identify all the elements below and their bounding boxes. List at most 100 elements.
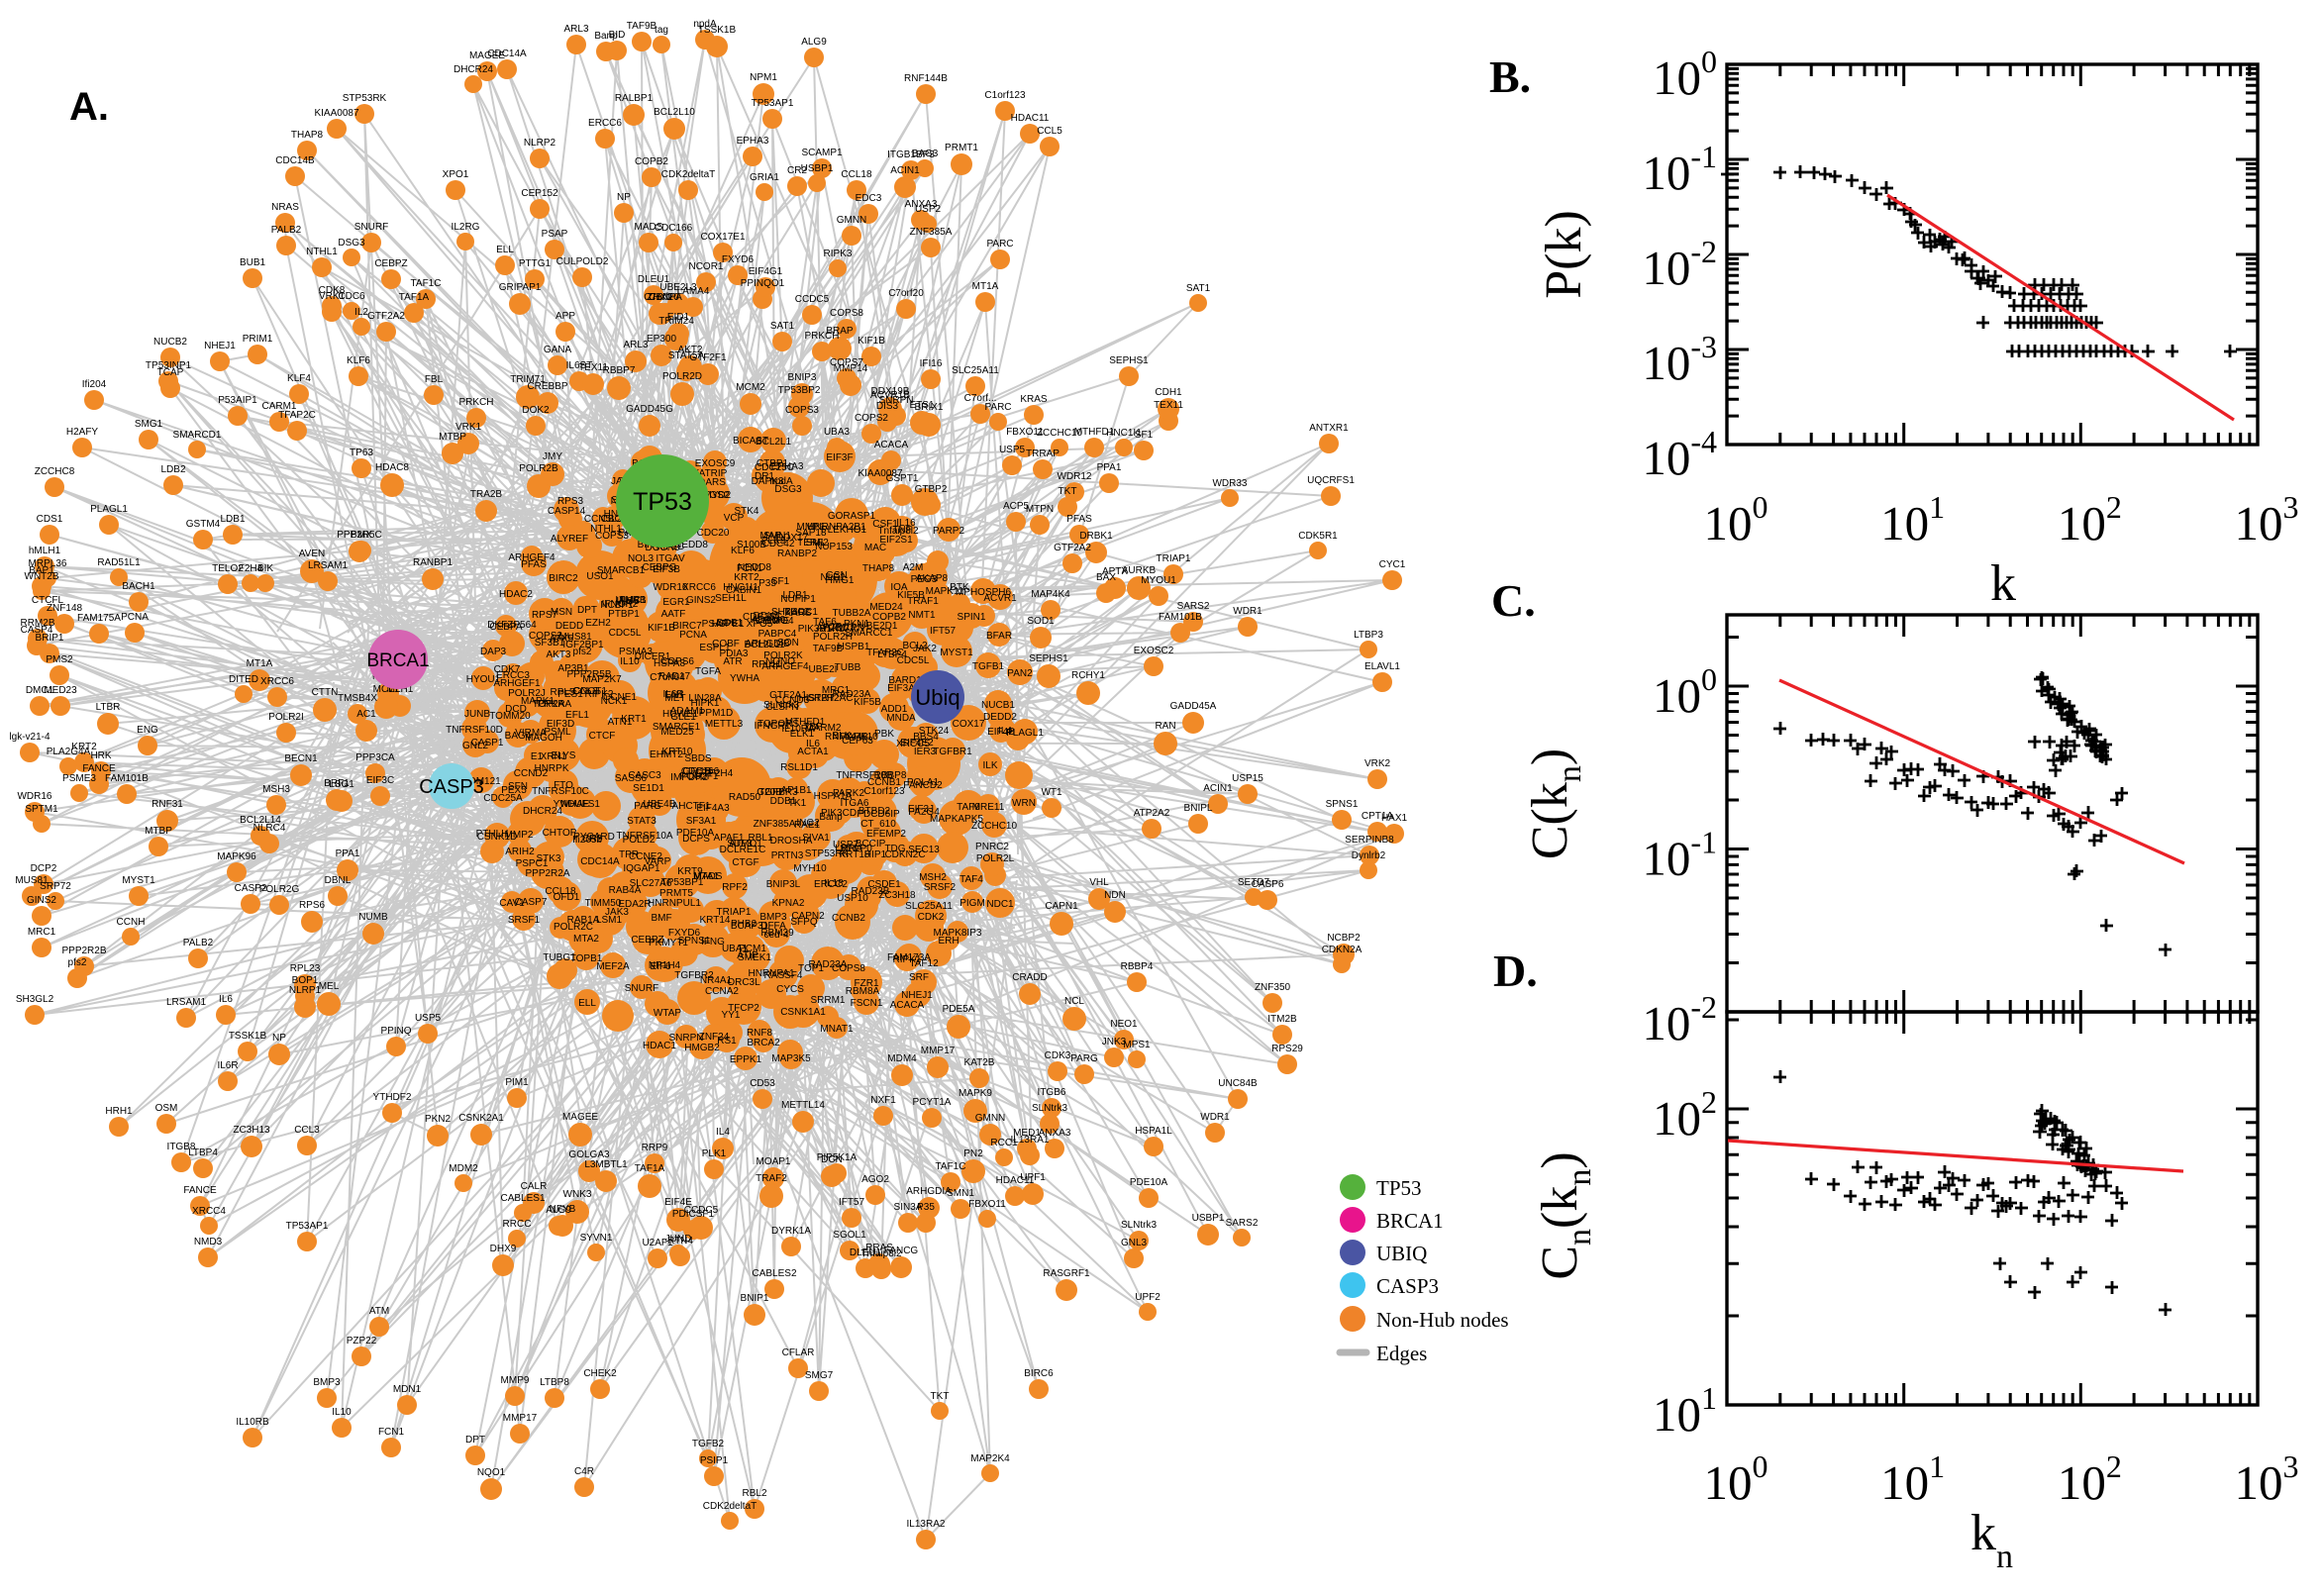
svg-text:BMX: BMX xyxy=(351,530,372,541)
svg-text:MTA2: MTA2 xyxy=(573,934,599,945)
svg-text:NLE1: NLE1 xyxy=(820,572,845,583)
svg-text:SRP72: SRP72 xyxy=(40,881,71,892)
svg-text:ALG9: ALG9 xyxy=(546,1205,571,1216)
svg-text:CARM1: CARM1 xyxy=(261,401,296,412)
svg-text:CASP3: CASP3 xyxy=(419,776,484,798)
svg-text:ELL: ELL xyxy=(578,998,596,1009)
svg-text:BNIP3L: BNIP3L xyxy=(766,879,801,890)
svg-text:IFT57: IFT57 xyxy=(930,626,957,637)
svg-text:PFAS: PFAS xyxy=(521,559,547,570)
svg-text:KRT9: KRT9 xyxy=(677,866,703,877)
svg-text:IQGAP1: IQGAP1 xyxy=(623,863,660,874)
svg-text:ATM: ATM xyxy=(369,1306,389,1317)
svg-text:USP5: USP5 xyxy=(415,1013,442,1024)
svg-text:NP: NP xyxy=(272,1033,286,1044)
svg-text:RBBP8: RBBP8 xyxy=(874,770,907,781)
svg-text:TRIAP1: TRIAP1 xyxy=(1156,553,1190,564)
svg-text:CEBPA: CEBPA xyxy=(489,622,522,633)
svg-text:TRIM24: TRIM24 xyxy=(658,316,694,327)
svg-text:POLR2L: POLR2L xyxy=(976,853,1015,864)
svg-text:FXYD6: FXYD6 xyxy=(668,928,701,939)
svg-text:Tnfaip8l2: Tnfaip8l2 xyxy=(860,1248,902,1259)
svg-text:PDE5A: PDE5A xyxy=(943,1004,975,1015)
svg-text:IFNGR2: IFNGR2 xyxy=(602,599,639,610)
svg-text:DYRK1A: DYRK1A xyxy=(771,1226,811,1237)
svg-text:XRCC6: XRCC6 xyxy=(260,676,294,687)
svg-text:C1orf123: C1orf123 xyxy=(984,90,1026,101)
svg-text:GTF2F1: GTF2F1 xyxy=(689,352,727,363)
svg-text:ZHX1: ZHX1 xyxy=(647,292,672,303)
svg-text:ACVR1B: ACVR1B xyxy=(870,390,910,401)
svg-text:KRT14: KRT14 xyxy=(700,915,731,926)
svg-text:POLR2J: POLR2J xyxy=(508,688,546,699)
svg-text:ARHGDIB: ARHGDIB xyxy=(745,639,790,649)
svg-text:SNURF: SNURF xyxy=(625,983,658,994)
svg-text:TOMM20: TOMM20 xyxy=(489,711,531,722)
svg-text:BCL2L1: BCL2L1 xyxy=(756,437,792,448)
svg-text:BTK: BTK xyxy=(950,582,969,593)
svg-text:TP53: TP53 xyxy=(633,488,692,516)
svg-text:EDA2R: EDA2R xyxy=(618,899,651,910)
svg-text:ELYS: ELYS xyxy=(552,750,576,761)
svg-text:COPS2: COPS2 xyxy=(855,413,888,424)
svg-text:SMEK1: SMEK1 xyxy=(738,952,771,963)
svg-text:RAD23A: RAD23A xyxy=(809,959,848,970)
svg-text:SUMO1: SUMO1 xyxy=(727,839,762,849)
svg-text:SMARCD1: SMARCD1 xyxy=(173,430,222,441)
svg-text:ACVR1: ACVR1 xyxy=(983,593,1017,604)
svg-text:CLSPN: CLSPN xyxy=(765,702,798,713)
svg-text:EIF2S1: EIF2S1 xyxy=(879,535,913,546)
svg-text:ZNF24: ZNF24 xyxy=(699,1032,730,1043)
svg-text:GMNN: GMNN xyxy=(975,1113,1006,1124)
svg-text:CR2: CR2 xyxy=(787,165,807,176)
svg-text:IFNG: IFNG xyxy=(701,937,725,948)
svg-text:RRAS: RRAS xyxy=(865,1243,893,1253)
svg-text:PIGM: PIGM xyxy=(960,898,985,909)
svg-text:PPM1D: PPM1D xyxy=(699,708,733,719)
svg-text:PSIP1: PSIP1 xyxy=(700,1455,729,1466)
svg-text:STAT5A: STAT5A xyxy=(668,350,705,361)
svg-text:MYOU1: MYOU1 xyxy=(1141,575,1176,586)
svg-text:EXOSC9: EXOSC9 xyxy=(695,458,736,469)
svg-text:NFYB: NFYB xyxy=(550,1204,576,1215)
svg-text:METTL14: METTL14 xyxy=(781,1100,825,1111)
svg-text:TRAF2: TRAF2 xyxy=(756,1173,787,1184)
svg-text:BACH1: BACH1 xyxy=(122,581,155,592)
svg-text:CDC6: CDC6 xyxy=(338,291,365,302)
svg-text:MCM2: MCM2 xyxy=(736,382,765,393)
svg-text:RBM8A: RBM8A xyxy=(846,986,880,997)
svg-text:ADAM9: ADAM9 xyxy=(752,615,786,626)
svg-text:FBL: FBL xyxy=(425,374,444,385)
svg-text:THAP8: THAP8 xyxy=(862,563,895,574)
svg-text:PSML: PSML xyxy=(544,727,571,738)
svg-text:BBS4: BBS4 xyxy=(913,732,939,743)
svg-text:BIK: BIK xyxy=(257,563,273,574)
svg-text:WDR33: WDR33 xyxy=(1212,478,1247,489)
svg-text:MMP9: MMP9 xyxy=(501,1375,530,1386)
svg-text:TUBB2A: TUBB2A xyxy=(833,608,871,619)
svg-text:NXF1: NXF1 xyxy=(870,1095,896,1106)
svg-text:P35: P35 xyxy=(917,1202,935,1213)
svg-text:BICAST: BICAST xyxy=(733,436,768,447)
svg-text:MYST1: MYST1 xyxy=(940,648,973,658)
svg-text:VCP: VCP xyxy=(724,513,745,524)
svg-text:DLEU1: DLEU1 xyxy=(638,274,670,285)
svg-text:SARS2: SARS2 xyxy=(1226,1218,1259,1229)
svg-text:TFAP2C: TFAP2C xyxy=(278,410,316,421)
svg-text:ERCC3: ERCC3 xyxy=(496,670,530,681)
svg-text:CDK7: CDK7 xyxy=(494,664,521,675)
svg-text:MLH1: MLH1 xyxy=(387,684,414,695)
svg-text:CABIN1: CABIN1 xyxy=(726,585,762,596)
svg-text:ADD1: ADD1 xyxy=(881,704,908,715)
svg-text:DEDD2: DEDD2 xyxy=(983,712,1017,723)
svg-text:PSAP: PSAP xyxy=(542,229,568,240)
svg-text:ERCC2: ERCC2 xyxy=(814,879,848,890)
svg-text:CCNA2: CCNA2 xyxy=(705,986,739,997)
svg-text:MTBP: MTBP xyxy=(439,432,466,443)
svg-text:HSPA1A: HSPA1A xyxy=(814,791,853,802)
svg-text:NCK1: NCK1 xyxy=(601,696,628,707)
svg-text:TNFRSF10A: TNFRSF10A xyxy=(616,831,673,842)
svg-text:MTPN: MTPN xyxy=(837,623,864,634)
svg-text:UPF1: UPF1 xyxy=(1020,1172,1046,1183)
svg-text:RNF144B: RNF144B xyxy=(825,732,868,743)
